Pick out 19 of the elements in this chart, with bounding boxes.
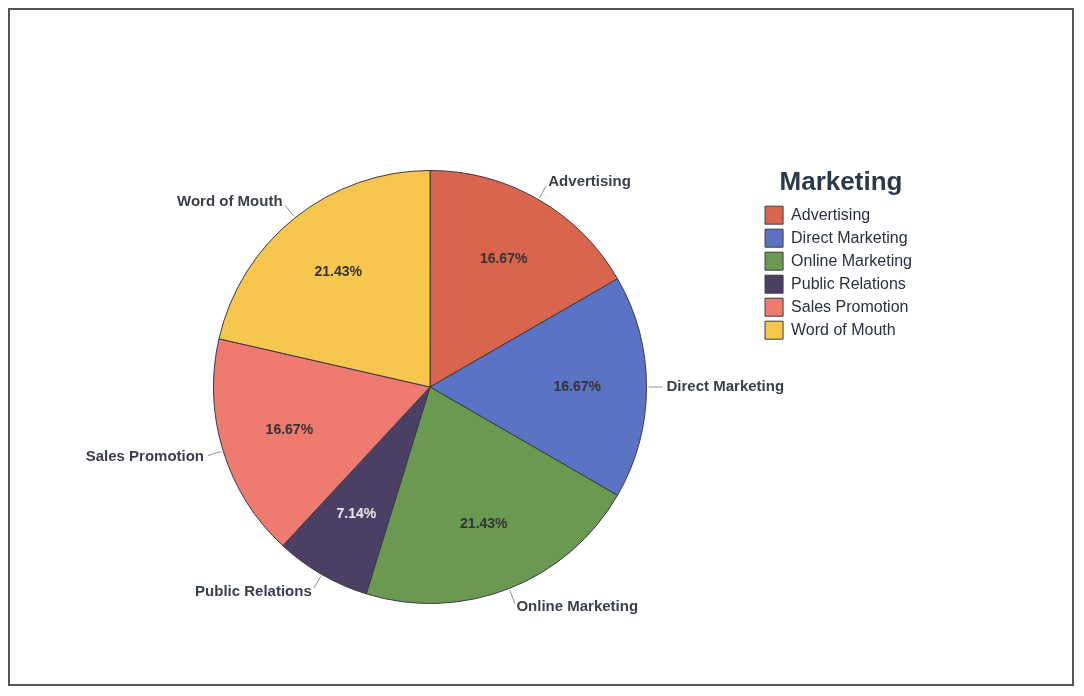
data-label: 21.43% [460,514,509,531]
slice-label: Sales Promotion [85,446,205,464]
legend-label: Online Marketing [791,251,913,269]
slice-label: Online Marketing [516,597,639,615]
slice-label: Public Relations [195,581,312,599]
legend-title: Marketing [779,166,903,197]
slice-label: Direct Marketing [666,377,785,395]
data-label: 16.67% [553,377,602,394]
legend-label: Direct Marketing [791,228,908,246]
legend-label: Word of Mouth [791,320,896,338]
slice-label: Advertising [548,172,631,190]
data-label: 7.14% [336,505,377,522]
legend-label: Advertising [791,205,871,223]
data-label: 16.67% [479,250,528,267]
slice-label: Word of Mouth [177,192,283,210]
data-label: 21.43% [314,262,363,279]
data-label: 16.67% [265,421,314,438]
legend-label: Sales Promotion [791,297,909,315]
legend-label: Public Relations [791,274,906,292]
